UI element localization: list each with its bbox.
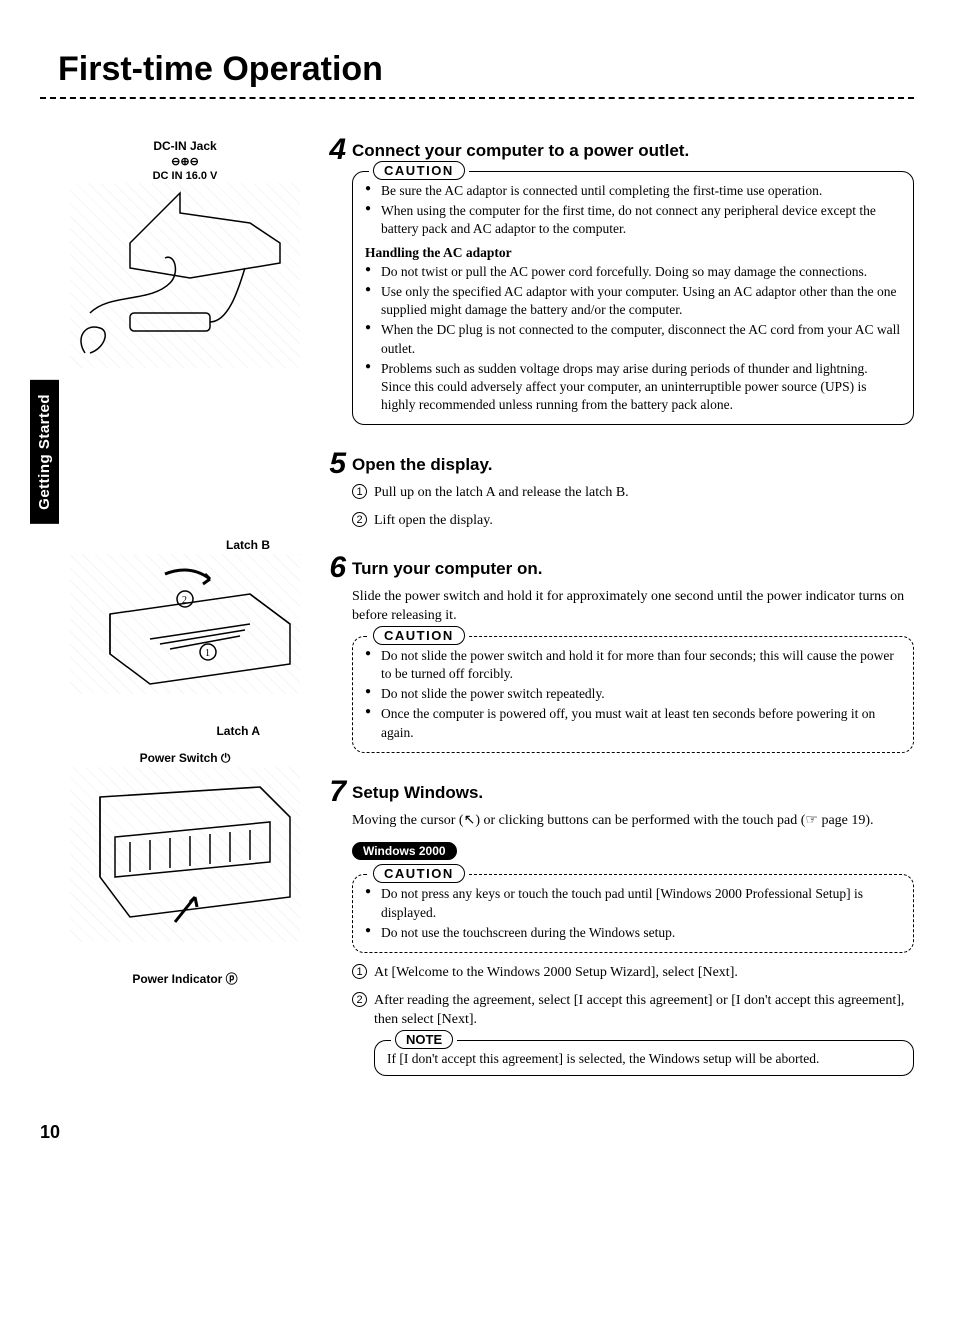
d1-label-sub: ⊖⊕⊖: [70, 155, 300, 169]
d1-label-top: DC-IN Jack: [70, 139, 300, 155]
step-4-caution-list-2: Do not twist or pull the AC power cord f…: [365, 263, 901, 415]
caution-item: Problems such as sudden voltage drops ma…: [365, 360, 901, 415]
step-4-subhead: Handling the AC adaptor: [365, 245, 901, 261]
note-label: NOTE: [395, 1030, 453, 1049]
diagram-latch: 2 1: [70, 554, 300, 694]
caution-label: CAUTION: [373, 161, 465, 180]
list-item: 1At [Welcome to the Windows 2000 Setup W…: [352, 963, 914, 983]
step-4-num: 4: [318, 135, 346, 431]
page-title: First-time Operation: [58, 50, 914, 89]
step-7-caution-box: CAUTION Do not press any keys or touch t…: [352, 874, 914, 953]
caution-label: CAUTION: [373, 626, 465, 645]
caution-item: When using the computer for the first ti…: [365, 202, 901, 238]
caution-item: Do not twist or pull the AC power cord f…: [365, 263, 901, 281]
step-4-caution-list-1: Be sure the AC adaptor is connected unti…: [365, 182, 901, 239]
note-text: If [I don't accept this agreement] is se…: [387, 1051, 901, 1067]
os-label: Windows 2000: [352, 842, 457, 860]
list-item: 2Lift open the display.: [352, 511, 914, 531]
step-7: 7 Setup Windows. Moving the cursor (↖) o…: [318, 781, 914, 1086]
svg-text:1: 1: [205, 648, 210, 659]
step-4-head: Connect your computer to a power outlet.: [352, 141, 914, 161]
step-6: 6 Turn your computer on. Slide the power…: [318, 557, 914, 763]
step-5-list: 1Pull up on the latch A and release the …: [352, 483, 914, 530]
caution-label: CAUTION: [373, 864, 465, 883]
caution-item: Do not slide the power switch repeatedly…: [365, 685, 901, 703]
right-column: 4 Connect your computer to a power outle…: [318, 139, 914, 1102]
step-7-caution-list: Do not press any keys or touch the touch…: [365, 885, 901, 942]
list-item: 1Pull up on the latch A and release the …: [352, 483, 914, 503]
step-7-num: 7: [318, 777, 346, 1082]
step-5: 5 Open the display. 1Pull up on the latc…: [318, 453, 914, 538]
d3-label-top: Power Switch ⏻: [70, 751, 300, 767]
caution-item: Once the computer is powered off, you mu…: [365, 705, 901, 741]
svg-text:2: 2: [182, 595, 187, 606]
left-column: DC-IN Jack ⊖⊕⊖ DC IN 16.0 V Latch B 2: [40, 139, 300, 1102]
diagram-power: [70, 767, 300, 942]
step-6-num: 6: [318, 553, 346, 759]
step-7-body: Moving the cursor (↖) or clicking button…: [352, 811, 914, 831]
list-item: 2After reading the agreement, select [I …: [352, 991, 914, 1030]
caution-item: Be sure the AC adaptor is connected unti…: [365, 182, 901, 200]
main-layout: DC-IN Jack ⊖⊕⊖ DC IN 16.0 V Latch B 2: [40, 139, 914, 1102]
caution-item: Do not slide the power switch and hold i…: [365, 647, 901, 683]
caution-item: Do not press any keys or touch the touch…: [365, 885, 901, 921]
step-5-num: 5: [318, 449, 346, 534]
side-tab: Getting Started: [30, 380, 59, 524]
step-7-note-box: NOTE If [I don't accept this agreement] …: [374, 1040, 914, 1076]
step-6-head: Turn your computer on.: [352, 559, 914, 579]
step-5-head: Open the display.: [352, 455, 914, 475]
step-6-caution-list: Do not slide the power switch and hold i…: [365, 647, 901, 742]
step-7-numlist: 1At [Welcome to the Windows 2000 Setup W…: [352, 963, 914, 1030]
title-rule: [40, 97, 914, 99]
page-number: 10: [40, 1122, 914, 1143]
step-7-head: Setup Windows.: [352, 783, 914, 803]
step-6-caution-box: CAUTION Do not slide the power switch an…: [352, 636, 914, 753]
d2-label-bottom: Latch A: [70, 724, 300, 740]
d3-label-bottom: Power Indicator ⓟ: [70, 972, 300, 988]
caution-item: Use only the specified AC adaptor with y…: [365, 283, 901, 319]
step-4-caution-box: CAUTION Be sure the AC adaptor is connec…: [352, 171, 914, 425]
d1-label-volt: DC IN 16.0 V: [70, 169, 300, 183]
step-4: 4 Connect your computer to a power outle…: [318, 139, 914, 435]
step-6-body: Slide the power switch and hold it for a…: [352, 587, 914, 626]
caution-item: When the DC plug is not connected to the…: [365, 321, 901, 357]
diagram-dc-in: [70, 183, 300, 368]
d2-label-top: Latch B: [70, 538, 300, 554]
caution-item: Do not use the touchscreen during the Wi…: [365, 924, 901, 942]
